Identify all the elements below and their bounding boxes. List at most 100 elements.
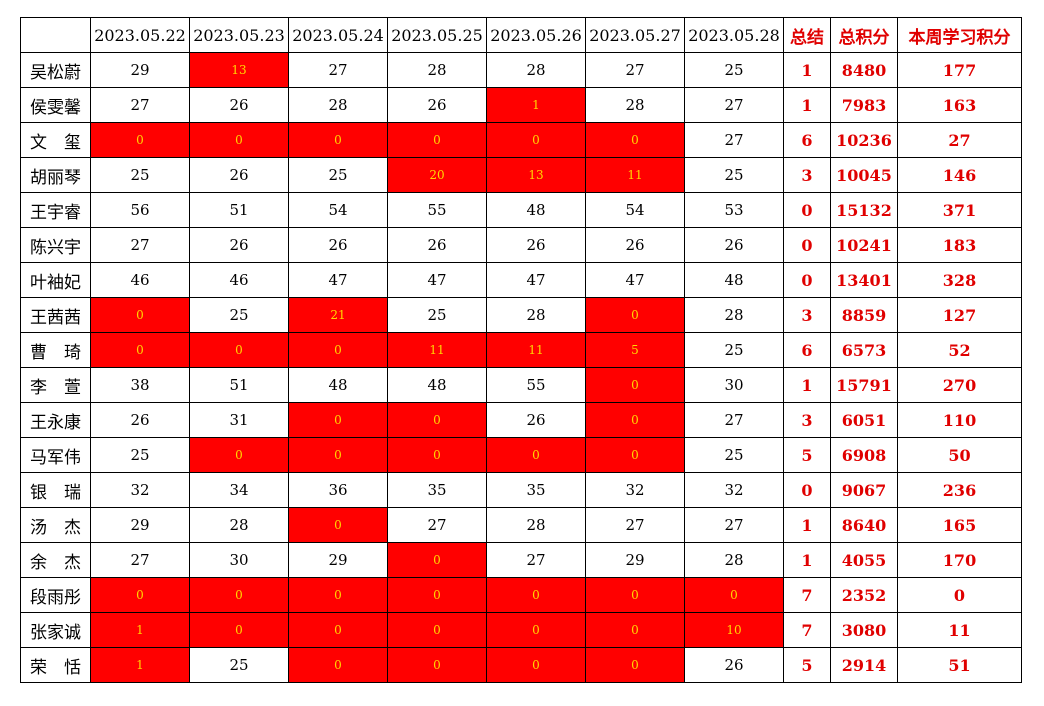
table-body: 吴松蔚 29 13 27 28 28 27 25 1 8480 177 侯雯馨 27 26 28 26 1 28 2…: [20, 52, 1022, 683]
daily-points-cell: 27: [684, 402, 784, 438]
daily-points-cell: 51: [189, 367, 289, 403]
daily-points-cell-flagged: 1: [90, 612, 190, 648]
miss-count-cell: 0: [783, 192, 831, 228]
daily-points-cell: 28: [387, 52, 487, 88]
daily-points-cell-flagged: 0: [189, 577, 289, 613]
miss-count-cell: 7: [783, 577, 831, 613]
daily-points-cell: 25: [189, 647, 289, 683]
date-header: 2023.05.24: [288, 17, 388, 53]
miss-count-cell: 1: [783, 87, 831, 123]
student-name-cell: 陈兴宇: [20, 227, 91, 263]
daily-points-cell-flagged: 10: [684, 612, 784, 648]
week-points-cell: 236: [897, 472, 1022, 508]
total-points-cell: 3080: [830, 612, 898, 648]
daily-points-cell-flagged: 0: [189, 612, 289, 648]
table-row: 胡丽琴 25 26 25 20 13 11 25 3 10045 146: [20, 157, 1022, 193]
miss-count-cell: 6: [783, 122, 831, 158]
table-header: 2023.05.22 2023.05.23 2023.05.24 2023.05…: [20, 17, 1022, 53]
total-points-cell: 4055: [830, 542, 898, 578]
daily-points-cell: 29: [90, 507, 190, 543]
daily-points-cell-flagged: 0: [387, 542, 487, 578]
daily-points-cell: 55: [486, 367, 586, 403]
table-row: 王茜茜 0 25 21 25 28 0 28 3 8859 127: [20, 297, 1022, 333]
week-points-cell: 146: [897, 157, 1022, 193]
week-points-cell: 11: [897, 612, 1022, 648]
week-points-cell: 163: [897, 87, 1022, 123]
daily-points-cell-flagged: 0: [486, 122, 586, 158]
student-name-cell: 余 杰: [20, 542, 91, 578]
total-points-cell: 8640: [830, 507, 898, 543]
daily-points-cell-flagged: 0: [486, 612, 586, 648]
week-points-cell: 110: [897, 402, 1022, 438]
daily-points-cell: 36: [288, 472, 388, 508]
date-header: 2023.05.28: [684, 17, 784, 53]
daily-points-cell: 35: [387, 472, 487, 508]
week-points-cell: 328: [897, 262, 1022, 298]
table-row: 马军伟 25 0 0 0 0 0 25 5 6908 50: [20, 437, 1022, 473]
daily-points-cell: 28: [486, 52, 586, 88]
daily-points-cell: 26: [189, 227, 289, 263]
daily-points-cell: 25: [684, 437, 784, 473]
miss-count-cell: 3: [783, 157, 831, 193]
daily-points-cell: 26: [585, 227, 685, 263]
total-points-cell: 10241: [830, 227, 898, 263]
daily-points-cell: 29: [288, 542, 388, 578]
total-points-header: 总积分: [830, 17, 898, 53]
daily-points-cell-flagged: 0: [387, 122, 487, 158]
daily-points-cell: 26: [288, 227, 388, 263]
total-points-cell: 2352: [830, 577, 898, 613]
daily-points-cell-flagged: 0: [288, 612, 388, 648]
daily-points-cell: 47: [486, 262, 586, 298]
miss-count-cell: 0: [783, 472, 831, 508]
daily-points-cell: 25: [684, 52, 784, 88]
student-name-cell: 王茜茜: [20, 297, 91, 333]
daily-points-cell: 27: [90, 227, 190, 263]
date-header: 2023.05.25: [387, 17, 487, 53]
daily-points-cell-flagged: 1: [90, 647, 190, 683]
daily-points-cell: 48: [684, 262, 784, 298]
total-points-cell: 8480: [830, 52, 898, 88]
table-row: 银 瑞 32 34 36 35 35 32 32 0 9067 236: [20, 472, 1022, 508]
daily-points-cell: 54: [585, 192, 685, 228]
week-points-cell: 27: [897, 122, 1022, 158]
miss-count-cell: 1: [783, 542, 831, 578]
total-points-cell: 2914: [830, 647, 898, 683]
week-points-cell: 371: [897, 192, 1022, 228]
date-header: 2023.05.26: [486, 17, 586, 53]
student-name-cell: 荣 恬: [20, 647, 91, 683]
daily-points-cell-flagged: 0: [486, 647, 586, 683]
miss-count-cell: 3: [783, 402, 831, 438]
daily-points-cell: 27: [684, 122, 784, 158]
daily-points-cell: 25: [684, 157, 784, 193]
daily-points-cell: 48: [486, 192, 586, 228]
daily-points-cell-flagged: 0: [189, 437, 289, 473]
daily-points-cell-flagged: 0: [90, 297, 190, 333]
miss-count-cell: 5: [783, 437, 831, 473]
daily-points-cell: 47: [585, 262, 685, 298]
student-name-cell: 吴松蔚: [20, 52, 91, 88]
daily-points-cell: 26: [684, 227, 784, 263]
student-name-cell: 胡丽琴: [20, 157, 91, 193]
daily-points-cell-flagged: 0: [387, 437, 487, 473]
daily-points-cell: 30: [684, 367, 784, 403]
total-points-cell: 9067: [830, 472, 898, 508]
daily-points-cell: 26: [486, 227, 586, 263]
total-points-cell: 8859: [830, 297, 898, 333]
miss-count-cell: 7: [783, 612, 831, 648]
week-points-cell: 0: [897, 577, 1022, 613]
daily-points-cell: 29: [90, 52, 190, 88]
daily-points-cell: 56: [90, 192, 190, 228]
total-points-cell: 7983: [830, 87, 898, 123]
daily-points-cell-flagged: 0: [288, 332, 388, 368]
daily-points-cell: 27: [90, 87, 190, 123]
date-header: 2023.05.22: [90, 17, 190, 53]
daily-points-cell-flagged: 5: [585, 332, 685, 368]
table-row: 余 杰 27 30 29 0 27 29 28 1 4055 170: [20, 542, 1022, 578]
week-points-cell: 177: [897, 52, 1022, 88]
daily-points-cell: 25: [189, 297, 289, 333]
daily-points-cell: 27: [585, 52, 685, 88]
table-row: 荣 恬 1 25 0 0 0 0 26 5 2914 51: [20, 647, 1022, 683]
daily-points-cell-flagged: 21: [288, 297, 388, 333]
date-header: 2023.05.23: [189, 17, 289, 53]
corner-cell: [20, 17, 91, 53]
